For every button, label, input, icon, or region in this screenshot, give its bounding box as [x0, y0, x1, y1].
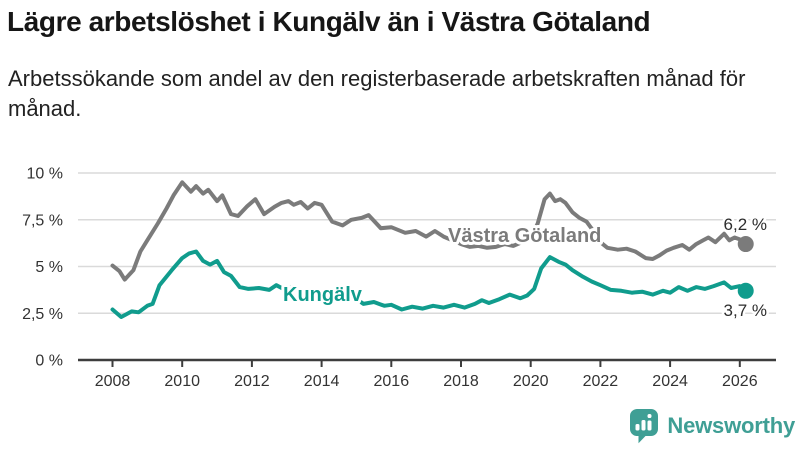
- x-axis-tick-label-2026: 2026: [722, 373, 758, 390]
- kung-lv-end-value-label: 3,7 %: [724, 301, 767, 320]
- v-stra-g-taland-end-dot: [737, 236, 754, 253]
- y-axis-tick-label-7-5: 7,5 %: [22, 212, 63, 229]
- x-axis-tick-label-2010: 2010: [164, 373, 200, 390]
- y-axis-tick-label-10: 10 %: [27, 166, 63, 183]
- chart-subtitle: Arbetssökande som andel av den registerb…: [8, 66, 746, 121]
- v-stra-g-taland-line: [110, 180, 748, 282]
- v-stra-g-taland-end-value-label: 6,2 %: [724, 215, 767, 234]
- x-axis-tick-label-2012: 2012: [234, 373, 270, 390]
- newsworthy-logo-text: Newsworthy: [667, 413, 795, 438]
- newsworthy-bubble-chart-icon: [630, 409, 659, 444]
- kung-lv-end-dot: [737, 282, 754, 299]
- y-axis-tick-label-5: 5 %: [35, 259, 63, 276]
- x-axis-tick-label-2018: 2018: [443, 373, 479, 390]
- kung-lv-line: [110, 249, 748, 319]
- kung-lv-series-label: Kungälv: [283, 284, 363, 306]
- x-axis-tick-label-2014: 2014: [304, 373, 340, 390]
- v-stra-g-taland-series-label: Västra Götaland: [448, 225, 601, 247]
- x-axis-tick-label-2008: 2008: [95, 373, 131, 390]
- chart-title: Lägre arbetslöshet i Kungälv än i Västra…: [7, 6, 651, 37]
- x-axis-tick-label-2024: 2024: [652, 373, 688, 390]
- x-axis-tick-label-2016: 2016: [374, 373, 410, 390]
- x-axis-tick-label-2020: 2020: [513, 373, 549, 390]
- x-axis-tick-label-2022: 2022: [583, 373, 619, 390]
- y-axis-tick-label-0: 0 %: [35, 353, 63, 370]
- newsworthy-logo: Newsworthy: [629, 408, 795, 444]
- y-axis-tick-label-2-5: 2,5 %: [22, 306, 63, 323]
